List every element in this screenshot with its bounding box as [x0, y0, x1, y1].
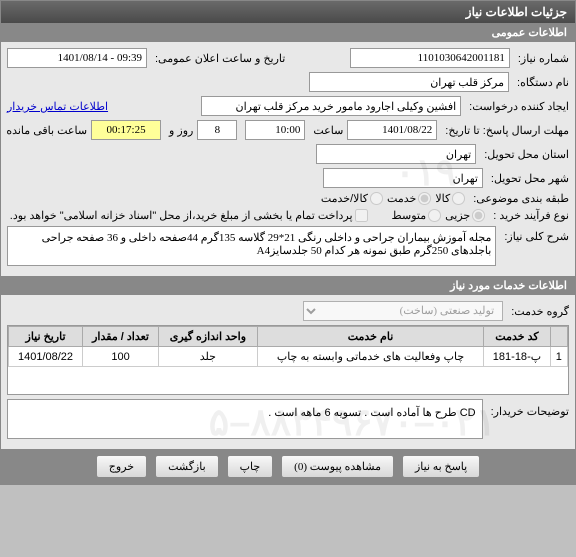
titlebar: جزئیات اطلاعات نیاز — [1, 1, 575, 23]
th-code: کد خدمت — [484, 327, 550, 347]
deadline-label: مهلت ارسال پاسخ: تا تاریخ: — [441, 124, 569, 137]
city-field — [323, 168, 483, 188]
need-title-label: شرح کلی نیاز: — [500, 226, 569, 243]
need-title-textarea — [7, 226, 496, 266]
cell-qty: 100 — [83, 347, 159, 367]
service-group-dropdown[interactable]: تولید صنعتی (ساخت) — [303, 301, 503, 321]
cell-name: چاپ وفعالیت های خدماتی وابسته به چاپ — [257, 347, 484, 367]
radio-kala[interactable]: کالا — [435, 192, 465, 205]
grouping-radios: کالا خدمت کالا/خدمت — [321, 192, 465, 205]
org-name-field — [309, 72, 509, 92]
table-row[interactable]: 1 پ-18-181 چاپ وفعالیت های خدماتی وابسته… — [9, 347, 568, 367]
city-label: شهر محل تحویل: — [487, 172, 569, 185]
deadline-time-field — [245, 120, 305, 140]
need-number-label: شماره نیاز: — [514, 52, 569, 65]
org-name-label: نام دستگاه: — [513, 76, 569, 89]
need-number-field — [350, 48, 510, 68]
time-remaining-field — [91, 120, 161, 140]
province-field — [316, 144, 476, 164]
table-header-row: کد خدمت نام خدمت واحد اندازه گیری تعداد … — [9, 327, 568, 347]
th-date: تاریخ نیاز — [9, 327, 83, 347]
button-bar: پاسخ به نیاز مشاهده پیوست (0) چاپ بازگشت… — [1, 449, 575, 484]
cell-unit: جلد — [159, 347, 258, 367]
province-label: استان محل تحویل: — [480, 148, 569, 161]
th-unit: واحد اندازه گیری — [159, 327, 258, 347]
attachments-button[interactable]: مشاهده پیوست (0) — [281, 455, 394, 478]
services-table: کد خدمت نام خدمت واحد اندازه گیری تعداد … — [8, 326, 568, 367]
services-table-wrap: کد خدمت نام خدمت واحد اندازه گیری تعداد … — [7, 325, 569, 395]
exit-button[interactable]: خروج — [96, 455, 147, 478]
radio-low[interactable]: جزیی — [445, 209, 485, 222]
th-qty: تعداد / مقدار — [83, 327, 159, 347]
section-general-header: اطلاعات عمومی — [1, 23, 575, 42]
cell-date: 1401/08/22 — [9, 347, 83, 367]
th-index — [550, 327, 567, 347]
section-services-header: اطلاعات خدمات مورد نیاز — [1, 276, 575, 295]
buyer-notes-box: CD طرح ها آماده است . تسویه 6 ماهه است . — [7, 399, 483, 439]
hour-label: ساعت — [309, 124, 343, 137]
radio-medium[interactable]: متوسط — [392, 209, 442, 222]
contact-link[interactable]: اطلاعات تماس خریدار — [7, 100, 108, 113]
purchase-type-radios: جزیی متوسط — [392, 209, 486, 222]
announce-date-label: تاریخ و ساعت اعلان عمومی: — [151, 52, 285, 65]
announce-date-field — [7, 48, 147, 68]
back-button[interactable]: بازگشت — [155, 455, 219, 478]
services-form: گروه خدمت: تولید صنعتی (ساخت) کد خدمت نا… — [1, 295, 575, 449]
main-window: جزئیات اطلاعات نیاز اطلاعات عمومی شماره … — [0, 0, 576, 485]
radio-khadmat[interactable]: خدمت — [387, 192, 431, 205]
print-button[interactable]: چاپ — [227, 455, 274, 478]
deadline-date-field — [347, 120, 437, 140]
cell-index: 1 — [550, 347, 567, 367]
service-group-label: گروه خدمت: — [507, 305, 569, 318]
purchase-type-label: نوع فرآیند خرید : — [489, 209, 569, 222]
th-name: نام خدمت — [257, 327, 484, 347]
creator-label: ایجاد کننده درخواست: — [465, 100, 569, 113]
day-label: روز و — [165, 124, 193, 137]
radio-kala-khadmat[interactable]: کالا/خدمت — [321, 192, 383, 205]
creator-field — [201, 96, 461, 116]
cell-code: پ-18-181 — [484, 347, 550, 367]
days-remaining-field — [197, 120, 237, 140]
payment-checkbox[interactable]: پرداخت تمام یا بخشی از مبلغ خرید،از محل … — [10, 209, 368, 222]
buyer-notes-label: توضیحات خریدار: — [487, 399, 569, 418]
respond-button[interactable]: پاسخ به نیاز — [402, 455, 480, 478]
general-form: شماره نیاز: تاریخ و ساعت اعلان عمومی: نا… — [1, 42, 575, 276]
grouping-label: طبقه بندی موضوعی: — [469, 192, 569, 205]
remaining-label: ساعت باقی مانده — [2, 124, 87, 137]
